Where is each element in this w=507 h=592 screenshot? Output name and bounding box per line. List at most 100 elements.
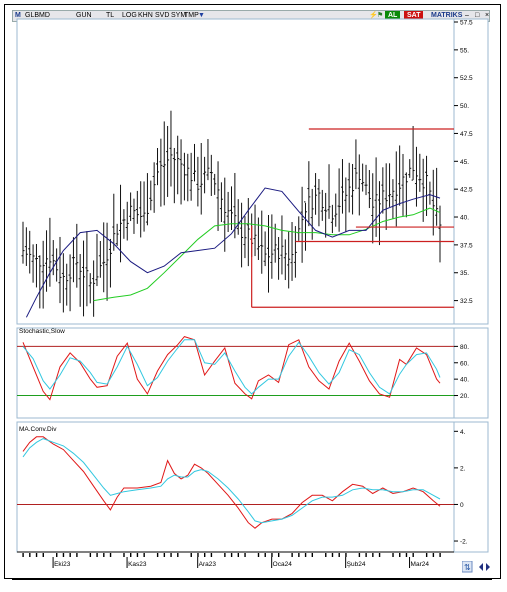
dropdown-arrow-icon[interactable]: ▼ <box>198 12 205 19</box>
tool-khn[interactable]: KHN <box>138 12 153 19</box>
ohlc-bar <box>384 163 388 230</box>
ohlc-bar <box>421 158 425 222</box>
bottom-border <box>12 579 492 580</box>
price-y-label: 42.5 <box>460 187 473 194</box>
macd-panel: 4. 2. 0 -2. MA.Conv.Div <box>17 426 468 546</box>
tool-gun[interactable]: GUN <box>76 12 92 19</box>
lightning-icon[interactable]: ⚡ <box>369 12 378 19</box>
month-label: Kas23 <box>128 561 147 568</box>
symbol-label[interactable]: GLBMD <box>25 12 50 19</box>
flag-icon[interactable]: ⚑ <box>377 12 384 19</box>
scroll-right-icon <box>486 563 490 571</box>
ohlc-bar <box>152 162 156 213</box>
x-tick <box>123 553 125 557</box>
ohlc-bar <box>125 201 129 241</box>
ohlc-bar <box>105 222 109 301</box>
x-tick <box>22 553 24 557</box>
x-tick <box>399 553 401 557</box>
x-tick <box>210 553 213 557</box>
scroll-left-icon <box>479 563 483 571</box>
ohlc-bar <box>58 236 62 304</box>
tool-svd[interactable]: SVD <box>155 12 170 19</box>
ohlc-bar <box>196 156 200 207</box>
ohlc-bar <box>381 167 385 214</box>
ohlc-bar <box>351 163 355 215</box>
ohlc-bar <box>246 198 250 267</box>
month-label: Ara23 <box>199 561 217 568</box>
ohlc-bar <box>179 139 183 205</box>
sell-badge[interactable]: SAT <box>404 11 424 21</box>
ohlc-bar <box>193 143 197 182</box>
x-tick <box>89 553 92 557</box>
macd-y-label: 0 <box>460 502 464 509</box>
panel-frame <box>16 18 489 325</box>
ohlc-bar <box>344 177 348 233</box>
stoch-y-label: 20. <box>460 393 469 400</box>
price-y-label: 35. <box>460 270 469 277</box>
tool-tmp[interactable]: TMP <box>184 12 199 19</box>
ohlc-bar <box>354 139 358 190</box>
stochastic-title: Stochastic,Slow <box>19 328 65 335</box>
ohlc-bar <box>24 227 28 266</box>
price-y-label: 45. <box>460 159 469 166</box>
ohlc-bar <box>159 138 163 207</box>
tool-log[interactable]: LOG <box>122 12 137 19</box>
stoch-y-label: 80. <box>460 344 469 351</box>
x-tick <box>304 553 307 557</box>
ohlc-bar <box>28 230 32 274</box>
ohlc-bar <box>102 222 106 293</box>
ohlc-bar <box>327 164 331 219</box>
ohlc-bar <box>317 178 321 227</box>
ohlc-bar <box>303 201 307 251</box>
ohlc-bar <box>347 162 351 213</box>
close-icon[interactable]: × <box>485 12 490 19</box>
ohlc-bar <box>31 244 35 283</box>
ohlc-bar <box>324 192 328 238</box>
buy-badge[interactable]: AL <box>385 11 401 21</box>
x-tick <box>109 553 112 557</box>
ohlc-bar <box>41 240 45 309</box>
ohlc-bar <box>98 240 102 278</box>
ohlc-bar <box>132 198 136 234</box>
x-tick <box>29 553 31 557</box>
ohlc-bar <box>287 231 291 289</box>
x-tick <box>291 553 293 557</box>
scroll-controls[interactable]: ⇅ <box>462 561 492 573</box>
ohlc-bar <box>310 188 314 240</box>
ohlc-bar <box>108 238 112 288</box>
x-tick <box>62 553 65 557</box>
macd-y-label: -2. <box>460 539 468 546</box>
ohlc-bar <box>371 173 375 244</box>
ohlc-bar <box>38 255 42 309</box>
tool-sym[interactable]: SYM <box>171 12 187 19</box>
matriks-brand: MATRIKS <box>431 12 463 19</box>
x-tick <box>103 553 105 557</box>
x-tick <box>358 553 361 557</box>
price-y-label: 37.5 <box>460 242 473 249</box>
maximize-icon[interactable]: □ <box>475 12 480 19</box>
x-tick <box>392 553 394 557</box>
ohlc-bar <box>65 263 69 306</box>
ohlc-bar <box>260 210 264 274</box>
x-tick <box>197 553 199 557</box>
minimize-icon[interactable]: – <box>465 12 469 19</box>
macd-y-label: 2. <box>460 465 466 472</box>
x-tick <box>35 553 38 557</box>
x-tick <box>405 553 408 557</box>
ohlc-bar <box>314 173 318 215</box>
panel-frame <box>16 327 489 419</box>
ohlc-bar <box>88 273 92 304</box>
x-tick <box>331 553 334 557</box>
ohlc-bar <box>394 151 398 227</box>
ohlc-bar <box>320 189 324 221</box>
ohlc-bar <box>129 192 133 222</box>
x-tick <box>224 553 226 557</box>
ohlc-bar <box>82 240 86 317</box>
ohlc-bar <box>334 193 338 227</box>
ohlc-bar <box>48 217 52 287</box>
ohlc-bar <box>206 139 210 181</box>
ohlc-bar <box>388 163 392 207</box>
stochastic-panel: 80. 60. 40. 20. Stochastic,Slow <box>17 328 469 401</box>
tool-tl[interactable]: TL <box>106 12 115 19</box>
